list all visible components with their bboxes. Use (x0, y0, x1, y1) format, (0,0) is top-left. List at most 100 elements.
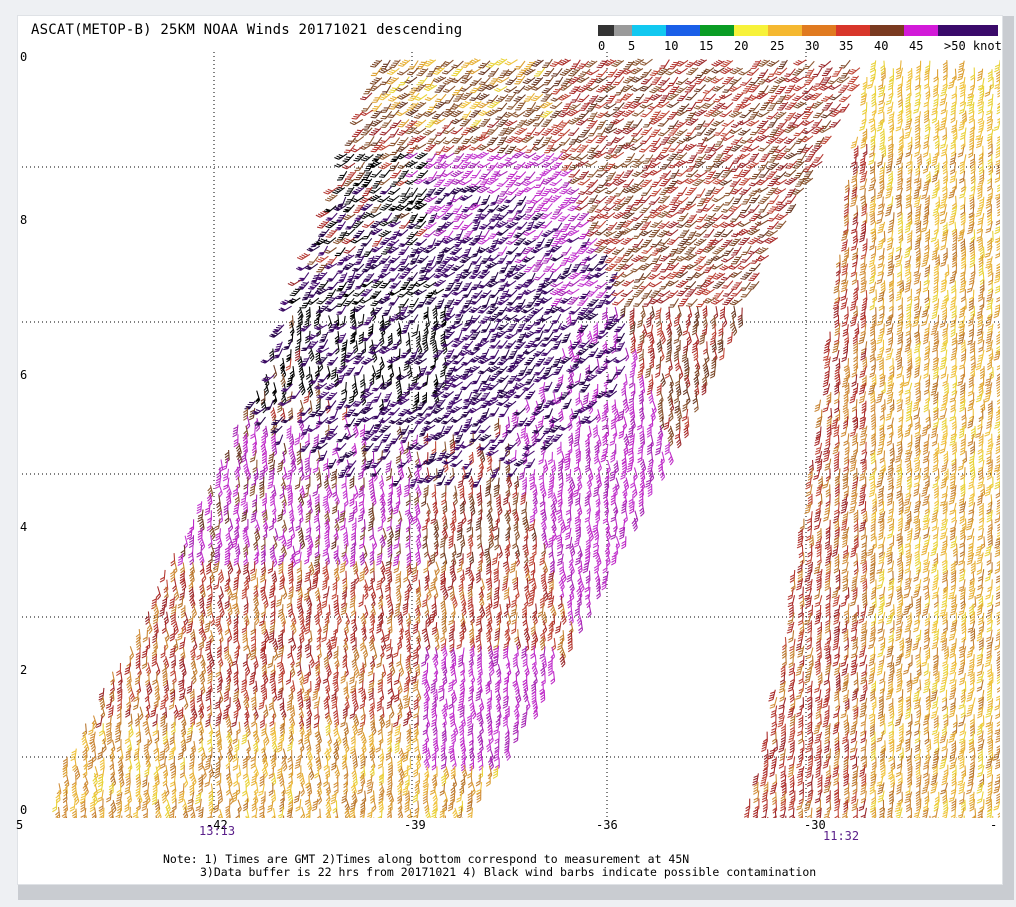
wind-barb (413, 141, 426, 151)
wind-barb (640, 133, 651, 145)
wind-barb (524, 91, 535, 103)
wind-barb (407, 134, 418, 146)
wind-barb (443, 135, 455, 146)
wind-barb (623, 59, 634, 71)
wind-barb (622, 99, 634, 111)
wind-barb (660, 168, 671, 180)
wind-barb (674, 391, 678, 404)
wind-barb (468, 235, 480, 248)
wind-barb (370, 452, 374, 465)
wind-barb (586, 133, 598, 145)
wind-barb (570, 58, 580, 71)
wind-barb (443, 83, 455, 94)
wind-barb (596, 67, 607, 79)
wind-barb (558, 92, 571, 102)
wind-barb (287, 426, 291, 439)
wind-barb (703, 73, 716, 83)
wind-barb (396, 451, 401, 464)
wind-barb (593, 425, 598, 438)
colorbar-tick-label: 20 (734, 39, 748, 53)
wind-barb (296, 307, 304, 320)
wind-barb (593, 451, 598, 464)
wind-barb (533, 228, 543, 241)
wind-barb (479, 347, 489, 361)
wind-barb (785, 175, 797, 186)
colorbar-tick-label: 0 (598, 39, 605, 53)
wind-barb (677, 262, 688, 274)
wind-barb (505, 56, 518, 66)
wind-barb (775, 84, 786, 96)
wind-barb (413, 392, 418, 405)
wind-barb (468, 56, 481, 66)
colorbar-segment (768, 25, 802, 36)
wind-barb (561, 221, 571, 234)
wind-barb (326, 354, 338, 367)
wind-barb (720, 306, 725, 319)
wind-barb (382, 441, 392, 454)
wind-barb (451, 347, 462, 360)
wind-barb (398, 57, 410, 68)
wind-barb (667, 134, 679, 145)
wind-barb (597, 57, 608, 69)
wind-barb (352, 353, 364, 366)
wind-barb (686, 125, 696, 138)
wind-barb (685, 244, 696, 256)
wind-barb (839, 58, 850, 70)
wind-barb (468, 312, 480, 325)
wind-barb (587, 167, 598, 179)
wind-barb (525, 142, 536, 155)
wind-barb (615, 252, 626, 264)
wind-barb (748, 270, 759, 282)
wind-barb (253, 460, 257, 473)
wind-barb (470, 134, 482, 145)
wind-barb (696, 92, 706, 105)
wind-barb (550, 57, 562, 68)
wind-barb (353, 151, 365, 163)
wind-barb (641, 288, 651, 301)
wind-barb (675, 150, 687, 162)
wind-barb (349, 391, 355, 404)
wind-barb (506, 372, 517, 385)
wind-barb (414, 235, 427, 247)
wind-barb (285, 349, 291, 362)
wind-barb (733, 193, 743, 206)
wind-barb (331, 367, 336, 380)
wind-barb (363, 83, 373, 96)
wind-barb (381, 210, 392, 223)
wind-barb (532, 346, 544, 359)
wind-barb (802, 108, 813, 120)
wind-barb (453, 228, 462, 242)
wind-barb (677, 185, 687, 198)
wind-barb (576, 194, 588, 206)
wind-barb (514, 143, 527, 154)
wind-barb (407, 312, 418, 325)
wind-barb (721, 227, 733, 239)
wind-barb (369, 125, 381, 137)
wind-barb (324, 234, 336, 245)
wind-barb (676, 75, 688, 86)
wind-barb (561, 160, 572, 173)
wind-barb (360, 374, 365, 387)
wind-barb (604, 228, 617, 238)
wind-barb (839, 92, 851, 104)
wind-barb (469, 107, 481, 119)
wind-barb (415, 331, 420, 344)
wind-barb (352, 501, 357, 514)
colorbar-tick-label: 5 (628, 39, 635, 53)
wind-barb (241, 493, 246, 506)
wind-barb (434, 134, 446, 145)
wind-barb (488, 354, 500, 367)
wind-barb (848, 73, 859, 85)
wind-barb (514, 169, 526, 181)
wind-barb (792, 66, 804, 77)
wind-barb (611, 307, 618, 320)
wind-barb (645, 365, 651, 378)
wind-barb (603, 353, 616, 364)
wind-barb (821, 92, 833, 104)
wind-barb (684, 279, 695, 291)
wind-barb (820, 133, 831, 145)
wind-barb (638, 391, 643, 404)
wind-barb (611, 400, 616, 413)
wind-barb (375, 367, 381, 380)
wind-barb (687, 152, 697, 165)
